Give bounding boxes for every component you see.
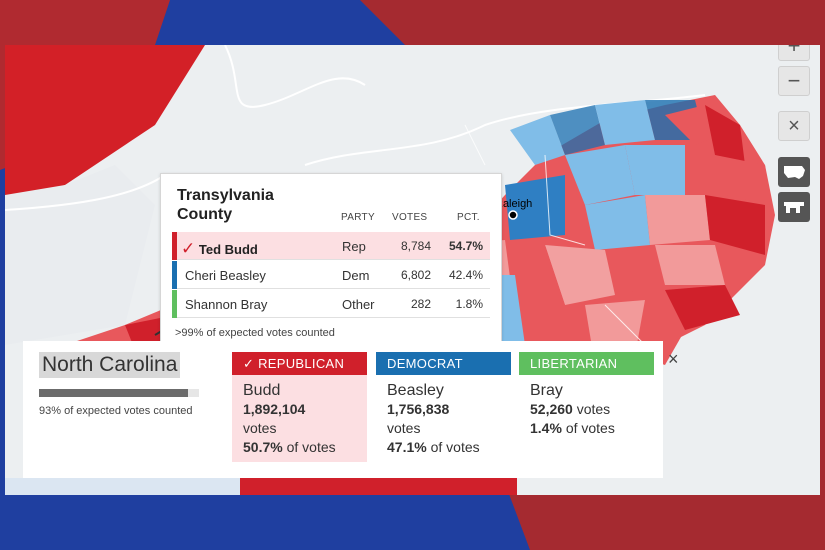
pct: 42.4% bbox=[448, 268, 483, 282]
pct: 54.7% bbox=[448, 239, 483, 253]
close-map-button[interactable]: × bbox=[778, 111, 810, 141]
votes-unit: votes bbox=[243, 420, 277, 436]
county-title: Transylvania County bbox=[177, 187, 274, 223]
close-icon[interactable]: × bbox=[668, 349, 679, 369]
pct: 1.8% bbox=[455, 297, 483, 311]
tooltip-row-dem: Cheri Beasley Dem 6,802 42.4% bbox=[172, 261, 490, 289]
us-map-view-button[interactable] bbox=[778, 157, 810, 187]
progress-label: 93% of expected votes counted bbox=[39, 405, 193, 417]
state-name: North Carolina bbox=[39, 352, 181, 378]
progress-fill bbox=[39, 389, 188, 397]
vote-pct: 1.4% bbox=[530, 420, 562, 436]
pct-header: PCT. bbox=[457, 212, 480, 223]
zoom-out-button[interactable]: − bbox=[778, 66, 810, 96]
candidate-name: Cheri Beasley bbox=[185, 268, 266, 283]
check-icon: ✓ bbox=[181, 239, 196, 258]
votes: 8,784 bbox=[400, 239, 431, 253]
party-header: DEMOCRAT bbox=[376, 352, 511, 375]
vote-count: 52,260 bbox=[530, 401, 573, 417]
candidate-name: Ted Budd bbox=[198, 242, 258, 257]
votes-unit: votes bbox=[387, 420, 421, 436]
party-header: ✓ REPUBLICAN bbox=[232, 352, 367, 375]
us-map-icon bbox=[784, 166, 805, 179]
state-map-icon bbox=[784, 202, 804, 213]
tooltip-row-other: Shannon Bray Other 282 1.8% bbox=[172, 290, 490, 318]
party-header: LIBERTARIAN bbox=[519, 352, 654, 375]
candidate-card-rep: ✓ REPUBLICAN Budd 1,892,104 votes 50.7% … bbox=[232, 352, 367, 462]
vote-pct: 47.1% bbox=[387, 439, 427, 455]
progress-bar bbox=[39, 389, 199, 397]
votes: 282 bbox=[410, 297, 431, 311]
map-area: Raleigh + − × Transylvania County PARTY … bbox=[5, 45, 820, 495]
zoom-in-button[interactable]: + bbox=[778, 45, 810, 61]
candidate-name: Shannon Bray bbox=[185, 297, 268, 312]
candidate-name: Bray bbox=[530, 382, 563, 399]
vote-count: 1,756,838 bbox=[387, 401, 450, 417]
votes-header: VOTES bbox=[392, 212, 428, 223]
party: Dem bbox=[342, 268, 370, 283]
party: Other bbox=[342, 297, 375, 312]
tooltip-row-rep: ✓ Ted Budd Rep 8,784 54.7% bbox=[172, 232, 490, 260]
candidate-card-dem: DEMOCRAT Beasley 1,756,838 votes 47.1% o… bbox=[376, 352, 511, 463]
neighbor-state-region bbox=[5, 45, 205, 205]
vote-count: 1,892,104 bbox=[243, 401, 306, 417]
county-tooltip: Transylvania County PARTY VOTES PCT. ✓ T… bbox=[160, 173, 502, 351]
raleigh-marker bbox=[508, 210, 518, 220]
party: Rep bbox=[342, 239, 366, 254]
candidate-name: Budd bbox=[243, 382, 281, 399]
party-header: PARTY bbox=[341, 212, 375, 223]
votes: 6,802 bbox=[400, 268, 431, 282]
state-results-panel: North Carolina 93% of expected votes cou… bbox=[23, 341, 679, 478]
candidate-name: Beasley bbox=[387, 382, 444, 399]
candidate-card-lib: LIBERTARIAN Bray 52,260 votes 1.4% of vo… bbox=[519, 352, 654, 444]
tooltip-footer: >99% of expected votes counted bbox=[175, 327, 335, 339]
city-label: Raleigh bbox=[495, 198, 532, 210]
state-map-view-button[interactable] bbox=[778, 192, 810, 222]
vote-pct: 50.7% bbox=[243, 439, 283, 455]
